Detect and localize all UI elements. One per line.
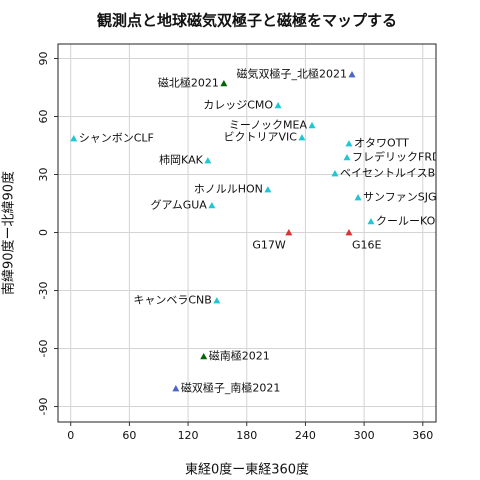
y-tick-label: -60 <box>37 340 50 358</box>
y-tick-label: -30 <box>37 282 50 300</box>
point <box>331 170 339 177</box>
chart-title: 観測点と地球磁気双極子と磁極をマップする <box>97 12 397 30</box>
point-label: 磁南極2021 <box>209 348 270 362</box>
point-label: クールーKOU <box>376 214 443 227</box>
x-tick-label: 180 <box>236 429 257 442</box>
point-label: グアムGUA <box>150 197 207 211</box>
point-label: ミーノックMEA <box>229 118 308 131</box>
point <box>308 121 316 129</box>
point-label: カレッジCMO <box>203 98 273 111</box>
point-label: 磁双極子_南極2021 <box>181 381 280 395</box>
point-label: 磁北極2021 <box>158 75 219 89</box>
x-tick-label: 360 <box>412 429 433 442</box>
point-label: ビクトリアVIC <box>223 131 297 144</box>
point <box>285 229 293 236</box>
point <box>172 385 180 392</box>
x-tick-label: 0 <box>67 429 74 442</box>
x-tick-label: 240 <box>295 429 316 442</box>
point <box>345 140 353 147</box>
y-tick-label: 60 <box>37 110 50 124</box>
point <box>213 297 221 304</box>
point-label: 柿岡KAK <box>159 153 204 167</box>
point <box>274 101 282 109</box>
point <box>367 217 375 225</box>
point <box>220 79 228 87</box>
point-label: サンファンSJG <box>363 191 436 204</box>
point <box>348 71 356 78</box>
point <box>345 229 353 236</box>
y-axis-label: 南緯90度ー北緯90度 <box>1 171 17 295</box>
point-label: キャンベラCNB <box>133 294 211 307</box>
point-label: G17W <box>252 239 286 252</box>
point-label: G16E <box>352 239 382 252</box>
x-axis-label: 東経0度ー東経360度 <box>185 462 309 478</box>
y-tick-label: 0 <box>37 229 50 236</box>
point <box>200 352 208 360</box>
x-tick-label: 120 <box>178 429 199 442</box>
point-label: 磁気双極子_北極2021 <box>236 67 347 81</box>
x-tick-label: 60 <box>122 429 136 442</box>
point <box>208 201 216 209</box>
point-label: シャンボンCLF <box>79 132 154 145</box>
point-label: ベイセントルイスBSL <box>340 167 449 180</box>
point <box>204 157 212 164</box>
point <box>298 134 306 141</box>
y-tick-label: 30 <box>37 168 50 182</box>
y-tick-label: 90 <box>37 52 50 66</box>
point <box>343 153 351 161</box>
point <box>354 194 362 201</box>
point-label: オタワOTT <box>354 137 409 150</box>
point-label: ホノルルHON <box>194 183 263 196</box>
y-tick-label: -90 <box>37 398 50 416</box>
point <box>70 135 78 142</box>
point-label: フレデリックFRD <box>352 149 440 163</box>
point <box>264 186 272 193</box>
x-tick-label: 300 <box>354 429 375 442</box>
